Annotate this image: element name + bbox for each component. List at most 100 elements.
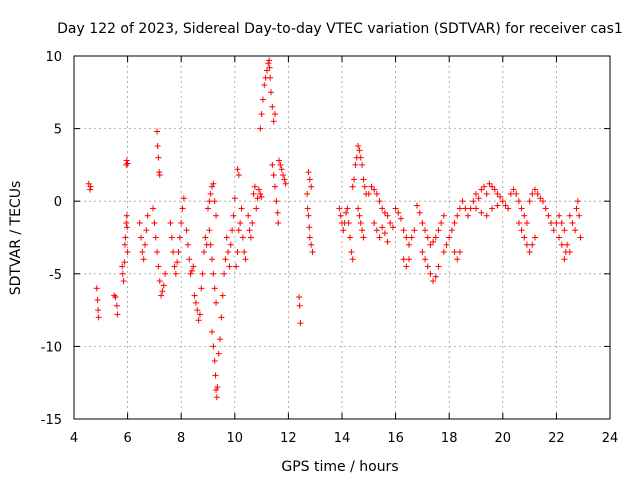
x-tick-label: 22 <box>548 431 565 446</box>
y-tick-label: 5 <box>54 123 62 138</box>
data-point <box>174 259 181 266</box>
data-point <box>416 209 423 216</box>
data-point <box>213 394 220 401</box>
data-point <box>265 60 272 67</box>
data-point <box>406 256 412 263</box>
data-point <box>562 249 569 256</box>
data-point <box>191 292 198 299</box>
x-axis-label: GPS time / hours <box>281 459 398 475</box>
data-point <box>344 205 351 212</box>
data-point <box>306 224 313 231</box>
x-tick-label: 20 <box>495 431 512 446</box>
data-point <box>336 205 343 212</box>
data-point <box>199 270 206 277</box>
data-point <box>419 249 426 256</box>
data-point <box>352 161 359 168</box>
data-point <box>258 193 265 200</box>
data-point <box>430 238 437 245</box>
data-point <box>171 263 178 270</box>
data-point <box>123 157 130 164</box>
data-point <box>357 219 364 226</box>
data-point <box>359 227 366 234</box>
data-point <box>213 386 220 393</box>
data-point <box>384 212 391 219</box>
data-point <box>507 190 514 197</box>
y-tick-label: -5 <box>49 268 62 283</box>
data-point <box>112 294 119 301</box>
data-point <box>470 198 477 205</box>
data-point <box>566 212 573 219</box>
data-point <box>269 103 276 110</box>
data-point <box>491 186 498 193</box>
data-point <box>296 294 303 301</box>
data-point <box>206 198 213 205</box>
data-point <box>120 278 127 285</box>
data-point <box>114 311 121 318</box>
data-point <box>537 195 544 202</box>
data-point <box>515 198 522 205</box>
data-point <box>389 224 396 231</box>
axis-ticks <box>73 55 611 420</box>
data-point <box>368 183 375 190</box>
data-point <box>211 357 218 364</box>
data-point <box>351 176 358 183</box>
data-point <box>113 302 120 309</box>
data-point <box>229 227 236 234</box>
data-point <box>376 198 383 205</box>
data-point <box>136 219 143 226</box>
data-point <box>521 234 528 241</box>
data-point <box>360 176 367 183</box>
y-axis-label: SDTVAR / TECUs <box>8 181 24 296</box>
data-point <box>151 219 158 226</box>
x-tick-label: 10 <box>227 431 244 446</box>
data-point <box>531 186 538 193</box>
data-point <box>242 256 249 263</box>
data-point <box>249 219 256 226</box>
data-point <box>94 296 101 303</box>
data-point <box>297 320 304 327</box>
data-point <box>561 256 568 263</box>
data-point <box>162 270 169 277</box>
data-point <box>241 249 248 256</box>
data-point <box>211 285 218 292</box>
data-point <box>273 198 280 205</box>
data-point <box>123 219 130 226</box>
data-point <box>122 234 129 241</box>
data-point <box>553 219 560 226</box>
data-point <box>184 241 191 248</box>
data-point <box>176 234 183 241</box>
data-point <box>497 193 504 200</box>
data-point <box>347 234 354 241</box>
data-point <box>454 256 461 263</box>
data-point <box>510 186 517 193</box>
y-tick-label: 0 <box>54 195 62 210</box>
data-point <box>440 212 447 219</box>
data-point <box>438 219 445 226</box>
data-point <box>422 227 429 234</box>
data-point <box>454 212 461 219</box>
data-point <box>205 205 211 212</box>
data-point <box>155 263 162 270</box>
data-point <box>422 256 429 263</box>
data-point <box>179 205 186 212</box>
data-point <box>542 205 549 212</box>
data-point <box>376 234 383 241</box>
data-point <box>360 234 367 241</box>
data-point <box>574 198 581 205</box>
data-point <box>93 285 100 292</box>
data-point <box>558 241 565 248</box>
data-point <box>276 157 283 164</box>
data-point <box>502 202 509 209</box>
data-point <box>211 198 218 205</box>
data-point <box>573 205 580 212</box>
data-point <box>202 234 209 241</box>
data-point <box>355 205 362 212</box>
data-point <box>186 256 193 263</box>
x-tick-label: 24 <box>602 431 619 446</box>
data-point <box>246 227 253 234</box>
data-point <box>218 314 225 321</box>
data-point <box>183 227 190 234</box>
data-point <box>274 209 281 216</box>
data-point <box>308 241 315 248</box>
